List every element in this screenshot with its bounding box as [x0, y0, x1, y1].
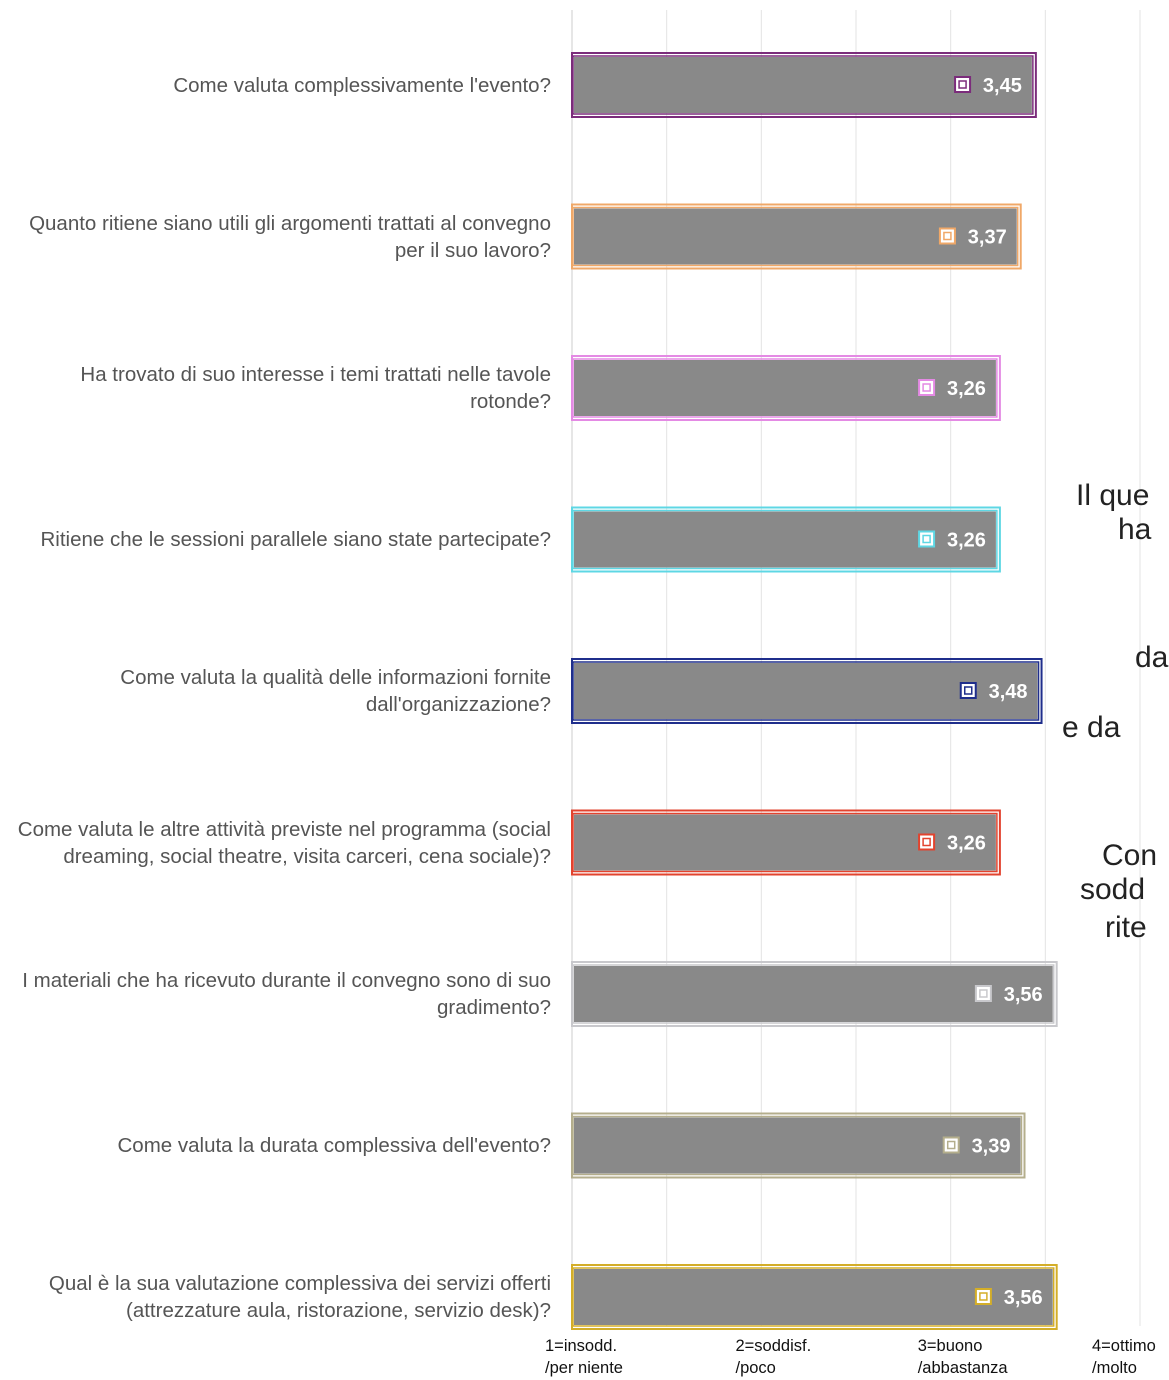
legend-marker-inner: [963, 686, 973, 695]
bar: [574, 1269, 1053, 1325]
legend-marker-inner: [946, 1140, 956, 1150]
side-text-line: Il que: [1076, 479, 1150, 512]
data-label: 3,56: [1004, 984, 1043, 1006]
x-tick-label-line: 1=insodd.: [545, 1337, 618, 1355]
legend-marker: [974, 985, 992, 1002]
x-tick-label-line: /abbastanza: [917, 1359, 1008, 1377]
bar-outline: [571, 203, 1022, 270]
legend-marker-inner: [922, 837, 931, 847]
bar-inner-outline: [572, 509, 998, 570]
category-label: Quanto ritiene siano utili gli argomenti…: [29, 211, 551, 262]
category-label: I materiali che ha ricevuto durante il c…: [22, 969, 551, 1019]
bar: [574, 966, 1053, 1022]
legend-marker: [959, 682, 977, 699]
category-label: Ritiene che le sessioni parallele siano …: [40, 528, 551, 551]
bar-outline: [571, 809, 1001, 876]
bar-outline: [571, 52, 1037, 118]
bar-inner-outline: [572, 55, 1034, 115]
legend-marker-inner: [979, 989, 988, 998]
bar-outline: [571, 1264, 1058, 1330]
category-label: Ha trovato di suo interesse i temi tratt…: [80, 363, 551, 413]
side-text-line: sodd: [1080, 873, 1146, 906]
side-text-line: e da: [1062, 711, 1121, 744]
category-label: Come valuta le altre attività previste n…: [17, 817, 551, 868]
bar-inner-outline: [572, 1115, 1023, 1176]
category-label: Come valuta la qualità delle informazion…: [120, 666, 551, 716]
bar-outline: [571, 355, 1001, 421]
legend-marker: [954, 76, 972, 93]
legend-marker-inner: [958, 80, 967, 89]
bar-inner-outline: [572, 964, 1055, 1024]
legend-marker: [942, 1136, 960, 1154]
category-label: Come valuta complessivamente l'evento?: [173, 73, 551, 97]
bar-outline: [571, 506, 1001, 573]
data-label: 3,26: [947, 378, 986, 400]
legend-marker-inner: [922, 383, 931, 392]
legend-marker-inner: [979, 1292, 988, 1301]
data-label: 3,26: [947, 833, 986, 855]
bar-outline: [571, 658, 1043, 724]
x-tick-label-line: 2=soddisf.: [735, 1337, 812, 1355]
x-tick-label: 3=buono/abbastanza: [918, 1335, 1008, 1379]
x-tick-label-line: /poco: [735, 1359, 776, 1377]
legend-marker-inner: [943, 231, 952, 241]
bar-inner-outline: [572, 812, 998, 873]
x-tick-label: 1=insodd. /per niente: [545, 1335, 623, 1379]
side-text-line: rite: [1105, 911, 1147, 944]
data-label: 3,26: [947, 530, 986, 552]
legend-marker: [918, 833, 936, 851]
legend-marker: [938, 227, 956, 245]
data-label: 3,39: [972, 1136, 1011, 1158]
bar-inner-outline: [572, 661, 1040, 721]
side-text-line: ha: [1118, 513, 1152, 546]
data-label: 3,48: [989, 681, 1028, 703]
bar-inner-outline: [572, 358, 998, 418]
x-tick-label-line: 3=buono: [917, 1337, 983, 1355]
data-label: 3,37: [968, 227, 1007, 249]
side-text-line: Con: [1102, 839, 1158, 872]
x-tick-label: 2=soddisf. /poco: [735, 1335, 811, 1379]
legend-marker: [918, 530, 936, 548]
data-label: 3,45: [983, 75, 1022, 97]
x-tick-label: 4=ottimo/molto: [1092, 1335, 1156, 1379]
bar-outline: [571, 1112, 1026, 1179]
category-label: Qual è la sua valutazione complessiva de…: [48, 1272, 551, 1322]
data-label: 3,56: [1004, 1287, 1043, 1309]
bar-inner-outline: [572, 1267, 1055, 1327]
x-tick-label-line: /molto: [1092, 1359, 1137, 1377]
bar-inner-outline: [572, 206, 1019, 267]
category-label: Come valuta la durata complessiva dell'e…: [117, 1134, 551, 1157]
side-text-line: da: [1135, 641, 1169, 674]
x-tick-label-line: 4=ottimo: [1092, 1337, 1156, 1355]
legend-marker: [974, 1288, 992, 1305]
legend-marker: [918, 379, 936, 396]
bar-outline: [571, 961, 1058, 1027]
legend-marker-inner: [922, 534, 931, 544]
x-tick-label-line: /per niente: [545, 1359, 623, 1377]
